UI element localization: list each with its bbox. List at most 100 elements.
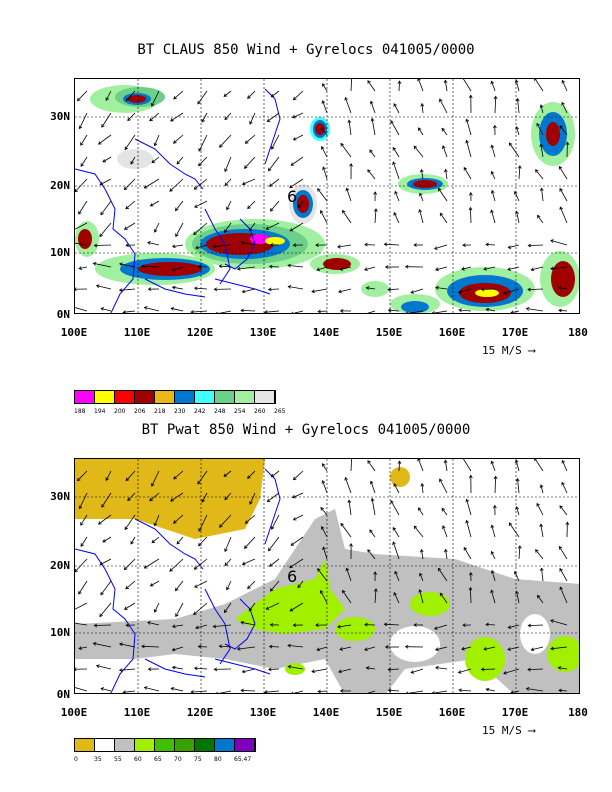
wind-vector [421,483,424,494]
wind-vector-head [515,590,519,595]
wind-vector [99,222,112,237]
wind-vector-head [347,499,352,504]
wind-vector-head [322,463,326,467]
wind-vector-head [383,622,388,627]
wind-vector [289,222,304,232]
wind-vector [528,624,544,626]
wind-vector-head [394,190,398,195]
wind-vector-head [534,79,538,81]
wind-vector-head [223,473,228,477]
wind-vector [339,266,352,270]
wind-vector-head [175,233,179,238]
colorbar-swatch [115,391,135,403]
wind-vector-head [480,667,485,672]
wind-vector [518,545,521,560]
wind-vector-head [269,622,274,627]
wind-vector [194,558,208,570]
wind-vector [271,470,280,478]
wind-vector [515,459,520,472]
wind-vector-head [169,568,173,572]
wind-vector [384,243,400,246]
wind-vector [518,165,521,180]
wind-vector [288,286,304,290]
wind-vector [125,90,136,101]
wind-vector [491,525,496,538]
wind-vector-head [240,620,245,625]
wind-vector-head [101,504,105,508]
wind-vector [271,514,280,530]
wind-vector [558,287,568,290]
colorbar-labels: 188 194 200 206 218 230 242 248 254 260 265 [74,408,294,415]
wind-vector [516,126,520,136]
wind-vector [266,602,280,610]
wind-vector [223,470,232,477]
wind-vector-head [439,98,443,103]
wind-vector [172,286,184,290]
colorbar-tick-label: 254 [234,408,246,415]
wind-vector [374,588,377,604]
wind-vector-head [216,311,218,313]
wind-vector [419,193,424,202]
lon-label: 110E [123,326,151,339]
lon-label: 130E [249,326,277,339]
wind-vector [392,541,400,560]
wind-vector [147,242,160,246]
wind-vector [441,128,448,136]
wind-vector [224,536,232,552]
wind-vector-head [550,266,554,271]
wind-vector [119,668,136,671]
wind-vector-head [78,125,83,130]
wind-vector [268,668,280,670]
wind-vector-head [367,80,371,84]
wind-vector [511,690,520,693]
lon-label: 120E [186,326,214,339]
wind-vector [245,514,256,524]
wind-vector-head [125,623,129,628]
wind-vector [124,178,136,190]
wind-vector-head [118,288,123,292]
wind-vector-head [193,666,198,671]
wind-vector [249,492,256,505]
wind-vector-head [198,528,202,532]
wind-vector [345,477,352,494]
wind-vector-head [321,526,325,530]
wind-vector-head [226,206,230,211]
wind-vector [78,580,88,595]
wind-vector-head [405,691,409,693]
wind-vector-head [100,687,105,691]
wind-vector-head [241,289,246,294]
wind-vector-head [151,483,155,487]
wind-vector [445,549,448,560]
wind-vector-head [514,459,519,464]
wind-vector [367,549,376,560]
wind-vector-head [122,690,126,693]
wind-vector [419,589,424,604]
wind-vector-head [320,507,324,511]
wind-vector [321,526,328,538]
wind-vector [441,508,448,516]
wind-vector [541,568,544,582]
wind-vector-head [419,192,423,197]
wind-vector-head [224,548,228,553]
colorbar-tick-label: 200 [114,408,126,415]
wind-vector [559,586,568,604]
wind-vector-head [515,506,519,510]
wind-vector [151,156,160,163]
wind-vector-head [369,100,374,105]
wind-vector [292,492,304,498]
wind-vector [558,667,568,670]
wind-vector [224,156,232,172]
wind-vector-head [80,543,84,547]
wind-vector [101,492,112,508]
wind-vector-head [339,309,344,313]
wind-vector-head [218,264,223,269]
lat-lon-grid [75,459,579,693]
wind-vector [418,459,424,472]
wind-vector-head [244,520,249,524]
wind-vector [124,514,136,530]
wind-vector-head [197,480,201,485]
wind-vector [154,514,160,526]
wind-vector [94,244,112,246]
wind-vector [322,100,328,114]
wind-vector [78,200,88,215]
